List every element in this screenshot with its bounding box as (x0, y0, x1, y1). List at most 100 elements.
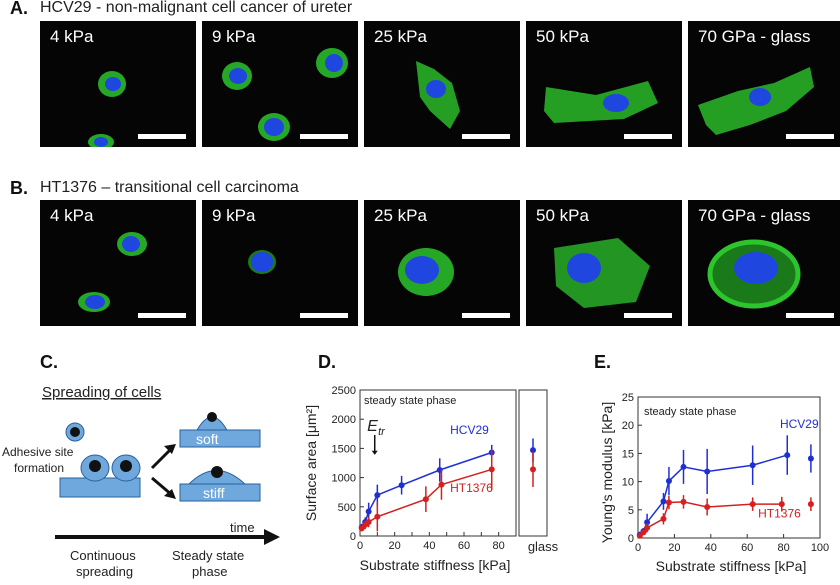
section-e-label: E. (594, 352, 612, 372)
data-point (488, 466, 495, 473)
micrograph-ht1376-glass: 70 GPa - glass (688, 200, 840, 326)
glass-point (530, 447, 536, 454)
section-b-title: HT1376 – transitional cell carcinoma (40, 179, 299, 196)
micrograph-hcv29-25kpa: 25 kPa (364, 21, 520, 147)
data-point (704, 468, 711, 475)
x-tick-label: 60 (458, 540, 470, 552)
data-point (365, 508, 372, 515)
micrograph-ht1376-50kpa: 50 kPa (526, 200, 682, 326)
y-tick-label: 2500 (332, 385, 356, 397)
scale-bar (624, 134, 672, 139)
surface-area-chart: 0 500 1000 1500 2000 2500 0 20 40 60 80 Substrate s… (303, 385, 559, 573)
micrograph-hcv29-glass: 70 GPa - glass (688, 21, 840, 147)
y-tick-label: 25 (622, 392, 634, 404)
etr-label: E (367, 418, 378, 435)
series-line (639, 454, 788, 536)
scale-bar (300, 134, 348, 139)
section-c-label: C. (40, 352, 58, 372)
y-axis-label: Young's modulus [kPa] (599, 402, 615, 543)
legend-ht1376: HT1376 (450, 481, 493, 495)
scale-bar (138, 134, 186, 139)
micrograph-hcv29-4kpa: 4 kPa (40, 21, 196, 147)
cell-image (707, 239, 801, 309)
stiff-label: stiff (203, 485, 225, 501)
panel-label: 4 kPa (50, 27, 94, 46)
data-point (807, 455, 814, 462)
etr-subscript: tr (378, 426, 386, 438)
legend-ht1376: HT1376 (758, 507, 801, 521)
cell-image (698, 67, 814, 135)
time-label: time (230, 520, 255, 535)
steady-label-1: Steady state (172, 548, 244, 563)
micrograph-hcv29-50kpa: 50 kPa (526, 21, 682, 147)
panel-label: 50 kPa (536, 206, 589, 225)
cell-image (544, 81, 658, 123)
panel-label: 4 kPa (50, 206, 94, 225)
micrograph-ht1376-25kpa: 25 kPa (364, 200, 520, 326)
data-point (665, 499, 672, 506)
data-point (644, 524, 651, 531)
scale-bar (300, 313, 348, 318)
data-point (365, 518, 372, 525)
section-b-label: B. (10, 178, 28, 198)
cell-image (88, 71, 126, 147)
x-tick-label: 40 (705, 542, 717, 554)
section-a-title: HCV29 - non-malignant cell cancer of ure… (40, 0, 353, 16)
panel-label: 9 kPa (212, 206, 256, 225)
etr-arrowhead (371, 450, 378, 455)
x-axis-label: Substrate stiffness [kPa] (656, 558, 807, 574)
y-tick-label: 1500 (332, 443, 356, 455)
data-point (640, 529, 647, 536)
y-tick-label: 15 (622, 448, 634, 460)
data-point (665, 478, 672, 485)
panel-label: 70 GPa - glass (698, 27, 811, 46)
continuous-label-1: Continuous (70, 548, 136, 563)
data-point (660, 515, 667, 522)
adhesive-label-2: formation (14, 461, 64, 475)
x-tick-label: 60 (741, 542, 753, 554)
x-tick-label: 80 (777, 542, 789, 554)
data-point (398, 482, 405, 489)
y-tick-label: 5 (628, 505, 634, 517)
y-tick-label: 500 (338, 502, 356, 514)
plot-frame (637, 396, 821, 539)
y-tick-label: 20 (622, 420, 634, 432)
spreading-schematic: Spreading of cells Adhesive site formati… (2, 384, 280, 579)
scale-bar (786, 134, 834, 139)
micrograph-ht1376-4kpa: 4 kPa (40, 200, 196, 326)
data-point (438, 481, 445, 488)
micrograph-ht1376-9kpa: 9 kPa (202, 200, 358, 326)
scale-bar (138, 313, 186, 318)
x-tick-label: 100 (811, 542, 829, 554)
data-point (644, 519, 651, 526)
adhesive-label-1: Adhesive site (2, 445, 74, 459)
glass-point (530, 466, 536, 473)
panel-label: 9 kPa (212, 27, 256, 46)
soft-label: soft (196, 431, 219, 447)
glass-label: glass (528, 539, 559, 554)
scale-bar (462, 313, 510, 318)
panel-label: 25 kPa (374, 206, 427, 225)
x-tick-label: 20 (389, 540, 401, 552)
section-d-label: D. (318, 352, 336, 372)
data-point (749, 462, 756, 469)
data-point (704, 503, 711, 510)
data-point (680, 463, 687, 470)
schematic-title: Spreading of cells (42, 384, 161, 401)
data-point (807, 501, 814, 508)
data-point (784, 452, 791, 459)
youngs-modulus-chart: 0 5 10 15 20 25 0 20 40 60 80 100 Substrate stiffnes… (599, 392, 829, 574)
x-tick-label: 0 (635, 542, 641, 554)
x-axis-label: Substrate stiffness [kPa] (360, 557, 511, 573)
panel-label: 25 kPa (374, 27, 427, 46)
y-tick-label: 1000 (332, 473, 356, 485)
scale-bar (786, 313, 834, 318)
x-tick-label: 20 (668, 542, 680, 554)
annotation-steady-state: steady state phase (644, 406, 736, 418)
data-point (660, 498, 667, 505)
data-point (374, 513, 381, 520)
data-point (778, 501, 785, 508)
cell-image (398, 248, 454, 296)
x-tick-label: 0 (357, 540, 363, 552)
x-tick-label: 80 (493, 540, 505, 552)
